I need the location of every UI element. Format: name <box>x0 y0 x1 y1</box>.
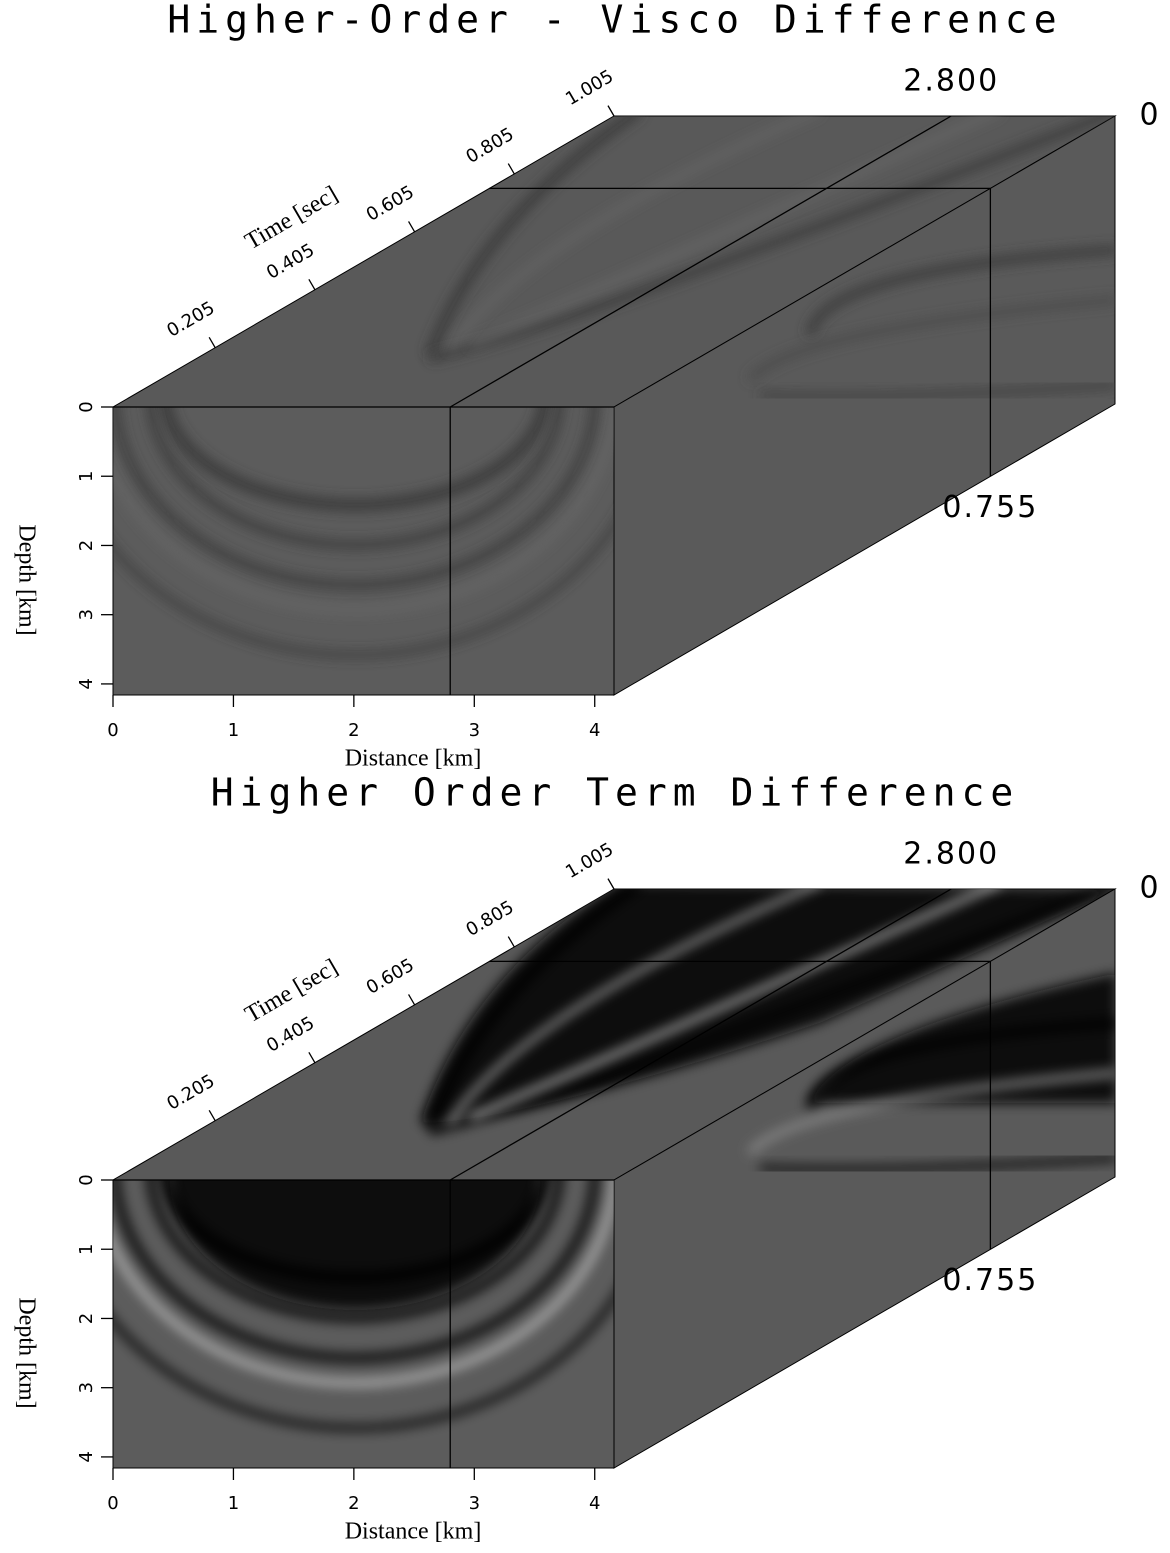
x-tick-label: 1 <box>228 720 239 741</box>
x-tick-label: 1 <box>228 1493 239 1514</box>
z-tick <box>209 337 215 347</box>
slice-label: 0.755 <box>942 1263 1038 1298</box>
x-tick-label: 2 <box>348 1493 359 1514</box>
z-tick <box>608 879 614 889</box>
x-tick-label: 3 <box>469 1493 480 1514</box>
z-tick-label: 0.805 <box>462 124 517 168</box>
slice-label: 0 <box>1139 98 1160 133</box>
slice-label: 2.800 <box>903 64 999 99</box>
cube-panel: 2.800 0 0.755 Higher Order Term Difference 0… <box>13 771 1160 1545</box>
z-tick-label: 0.205 <box>163 1071 218 1115</box>
chart-title: Higher Order Term Difference <box>211 771 1020 815</box>
z-tick-label: 0.805 <box>462 897 517 941</box>
slice-label: 2.800 <box>903 837 999 872</box>
z-tick-label: 0.605 <box>363 955 418 999</box>
y-tick-label: 4 <box>76 1451 97 1462</box>
x-tick-label: 4 <box>589 1493 600 1514</box>
z-tick <box>608 106 614 116</box>
slice-label: 0.755 <box>942 490 1038 525</box>
z-tick-label: 0.205 <box>163 298 218 342</box>
y-tick-label: 4 <box>76 678 97 689</box>
y-tick-label: 0 <box>76 401 97 412</box>
z-tick-label: 1.005 <box>562 839 617 883</box>
z-tick <box>409 221 415 231</box>
y-tick-label: 3 <box>76 1382 97 1393</box>
y-tick-label: 2 <box>76 1313 97 1324</box>
y-tick-label: 1 <box>76 1244 97 1255</box>
y-tick-label: 1 <box>76 471 97 482</box>
x-tick-label: 3 <box>469 720 480 741</box>
y-axis-label: Depth [km] <box>13 1297 39 1408</box>
z-tick-label: 0.405 <box>263 240 318 284</box>
x-tick-label: 0 <box>107 1493 118 1514</box>
cube-panel: 2.800 0 0.755 Higher-Order - Visco Differen… <box>13 0 1160 772</box>
figure: 2.800 0 0.755 Higher-Order - Visco Differen… <box>0 0 1170 1553</box>
x-axis-label: Distance [km] <box>345 1519 482 1545</box>
x-tick-label: 2 <box>348 720 359 741</box>
x-axis-label: Distance [km] <box>345 746 482 772</box>
slice-label: 0 <box>1139 871 1160 906</box>
z-axis-label: Time [sec] <box>241 954 343 1028</box>
x-tick-label: 0 <box>107 720 118 741</box>
chart-title: Higher-Order - Visco Difference <box>167 0 1062 42</box>
y-axis-label: Depth [km] <box>13 524 39 635</box>
z-tick-label: 0.405 <box>263 1013 318 1057</box>
z-tick <box>409 994 415 1004</box>
z-tick-label: 0.605 <box>363 182 418 226</box>
z-tick-label: 1.005 <box>562 66 617 110</box>
y-tick-label: 3 <box>76 609 97 620</box>
y-tick-label: 2 <box>76 540 97 551</box>
x-tick-label: 4 <box>589 720 600 741</box>
y-tick-label: 0 <box>76 1174 97 1185</box>
z-tick <box>508 937 514 947</box>
z-tick <box>309 279 315 289</box>
z-tick <box>309 1052 315 1062</box>
z-tick <box>508 164 514 174</box>
z-tick <box>209 1110 215 1120</box>
z-axis-label: Time [sec] <box>241 181 343 255</box>
